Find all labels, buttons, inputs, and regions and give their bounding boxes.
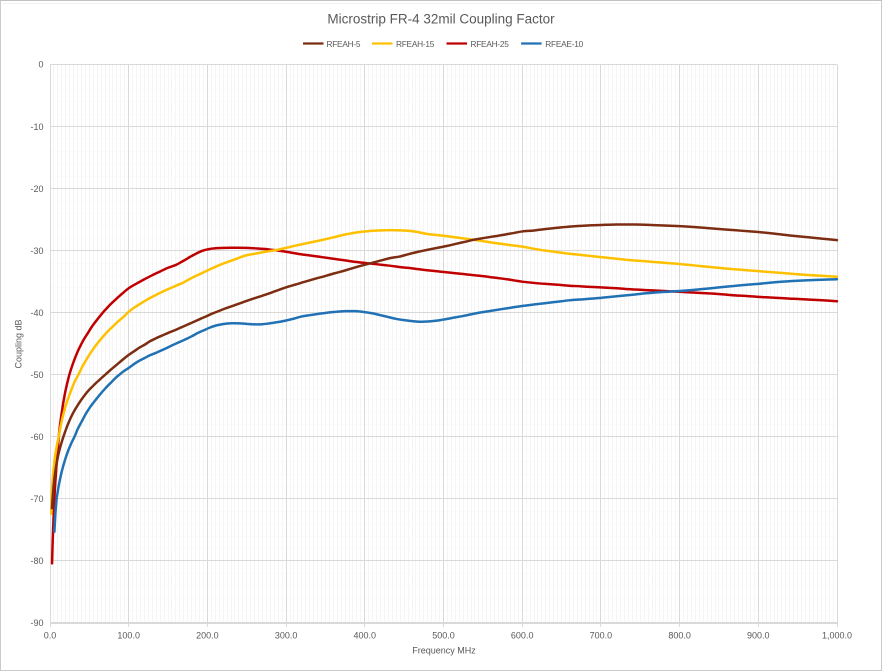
svg-text:Frequency MHz: Frequency MHz (412, 646, 476, 656)
svg-text:700.0: 700.0 (590, 631, 613, 641)
svg-text:-30: -30 (30, 246, 43, 256)
svg-text:300.0: 300.0 (275, 631, 298, 641)
svg-text:RFEAE-10: RFEAE-10 (545, 39, 583, 49)
svg-text:-10: -10 (30, 122, 43, 132)
svg-text:100.0: 100.0 (117, 631, 140, 641)
svg-text:-60: -60 (30, 432, 43, 442)
svg-text:400.0: 400.0 (354, 631, 377, 641)
svg-text:-90: -90 (30, 618, 43, 628)
svg-text:-20: -20 (30, 184, 43, 194)
svg-text:RFEAH-25: RFEAH-25 (471, 39, 510, 49)
svg-text:800.0: 800.0 (668, 631, 691, 641)
svg-text:1,000.0: 1,000.0 (822, 631, 852, 641)
svg-text:Microstrip FR-4 32mil Coupling: Microstrip FR-4 32mil Coupling Factor (327, 12, 555, 27)
svg-text:200.0: 200.0 (196, 631, 219, 641)
svg-text:500.0: 500.0 (432, 631, 455, 641)
svg-text:900.0: 900.0 (747, 631, 770, 641)
svg-text:600.0: 600.0 (511, 631, 534, 641)
svg-text:Coupling dB: Coupling dB (14, 319, 24, 368)
svg-text:0: 0 (38, 60, 43, 70)
svg-text:-80: -80 (30, 556, 43, 566)
svg-text:-50: -50 (30, 370, 43, 380)
svg-text:-40: -40 (30, 308, 43, 318)
svg-text:RFEAH-5: RFEAH-5 (327, 39, 361, 49)
svg-text:0.0: 0.0 (44, 631, 57, 641)
svg-text:RFEAH-15: RFEAH-15 (396, 39, 435, 49)
svg-text:-70: -70 (30, 494, 43, 504)
